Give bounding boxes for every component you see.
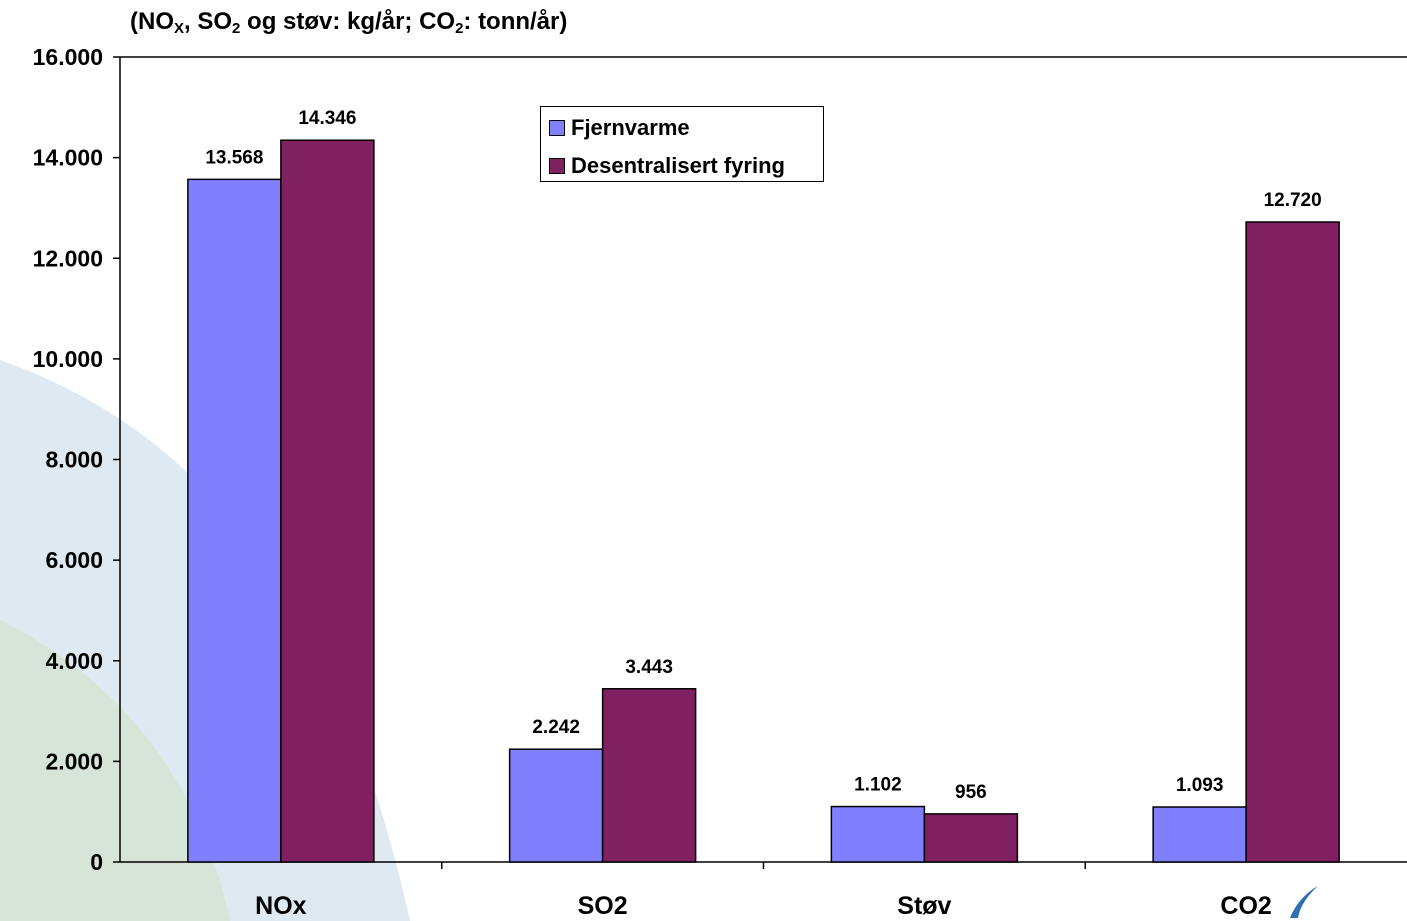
background-swoosh-inner: [0, 620, 230, 921]
y-tick-label: 14.000: [33, 145, 103, 171]
bar-desentralisert: [280, 139, 375, 863]
y-tick-label: 12.000: [33, 245, 103, 271]
bar-fjernvarme: [187, 178, 282, 863]
data-labels: 13.568 2.242 1.102 1.093 14.346 3.443 956 12.72…: [205, 108, 1321, 803]
chart-legend: Fjernvarme Desentralisert fyring: [540, 106, 824, 182]
legend-swatch-fjernvarme: [549, 120, 565, 136]
bar-desentralisert: [601, 688, 697, 863]
x-tick-label: Støv: [897, 892, 951, 920]
y-tick-label: 16.000: [33, 44, 103, 70]
y-tick-label: 8.000: [45, 447, 103, 473]
y-tick-label: 0: [90, 849, 103, 875]
bar-fjernvarme: [508, 748, 604, 863]
data-label: 956: [955, 782, 987, 803]
x-tick-label: SO2: [578, 892, 628, 920]
data-label: 14.346: [298, 108, 356, 129]
x-tick-label: CO2: [1220, 892, 1271, 920]
bars: [187, 139, 1340, 863]
bar-fjernvarme: [1152, 806, 1247, 863]
y-tick-label: 4.000: [45, 648, 103, 674]
legend-label-desentralisert: Desentralisert fyring: [571, 153, 785, 178]
data-label: 12.720: [1264, 190, 1322, 211]
data-label: 2.242: [532, 717, 580, 738]
legend-label-fjernvarme: Fjernvarme: [571, 115, 690, 140]
legend-swatch-desentralisert: [549, 158, 565, 174]
logo-swoosh-icon: [1290, 886, 1318, 918]
bar-desentralisert: [923, 813, 1019, 863]
legend-item-fjernvarme: Fjernvarme: [549, 113, 690, 143]
bar-fjernvarme: [830, 805, 926, 863]
data-label: 1.102: [854, 775, 902, 796]
bar-desentralisert: [1245, 221, 1340, 863]
data-label: 3.443: [625, 657, 673, 678]
legend-item-desentralisert: Desentralisert fyring: [549, 151, 785, 181]
data-label: 1.093: [1176, 775, 1224, 796]
chart-title: (NOX, SO2 og støv: kg/år; CO2: tonn/år): [130, 8, 568, 37]
y-tick-label: 10.000: [33, 346, 103, 372]
x-tick-label: NOx: [255, 892, 307, 920]
y-tick-label: 2.000: [45, 748, 103, 774]
data-label: 13.568: [205, 147, 263, 168]
y-tick-label: 6.000: [45, 547, 103, 573]
